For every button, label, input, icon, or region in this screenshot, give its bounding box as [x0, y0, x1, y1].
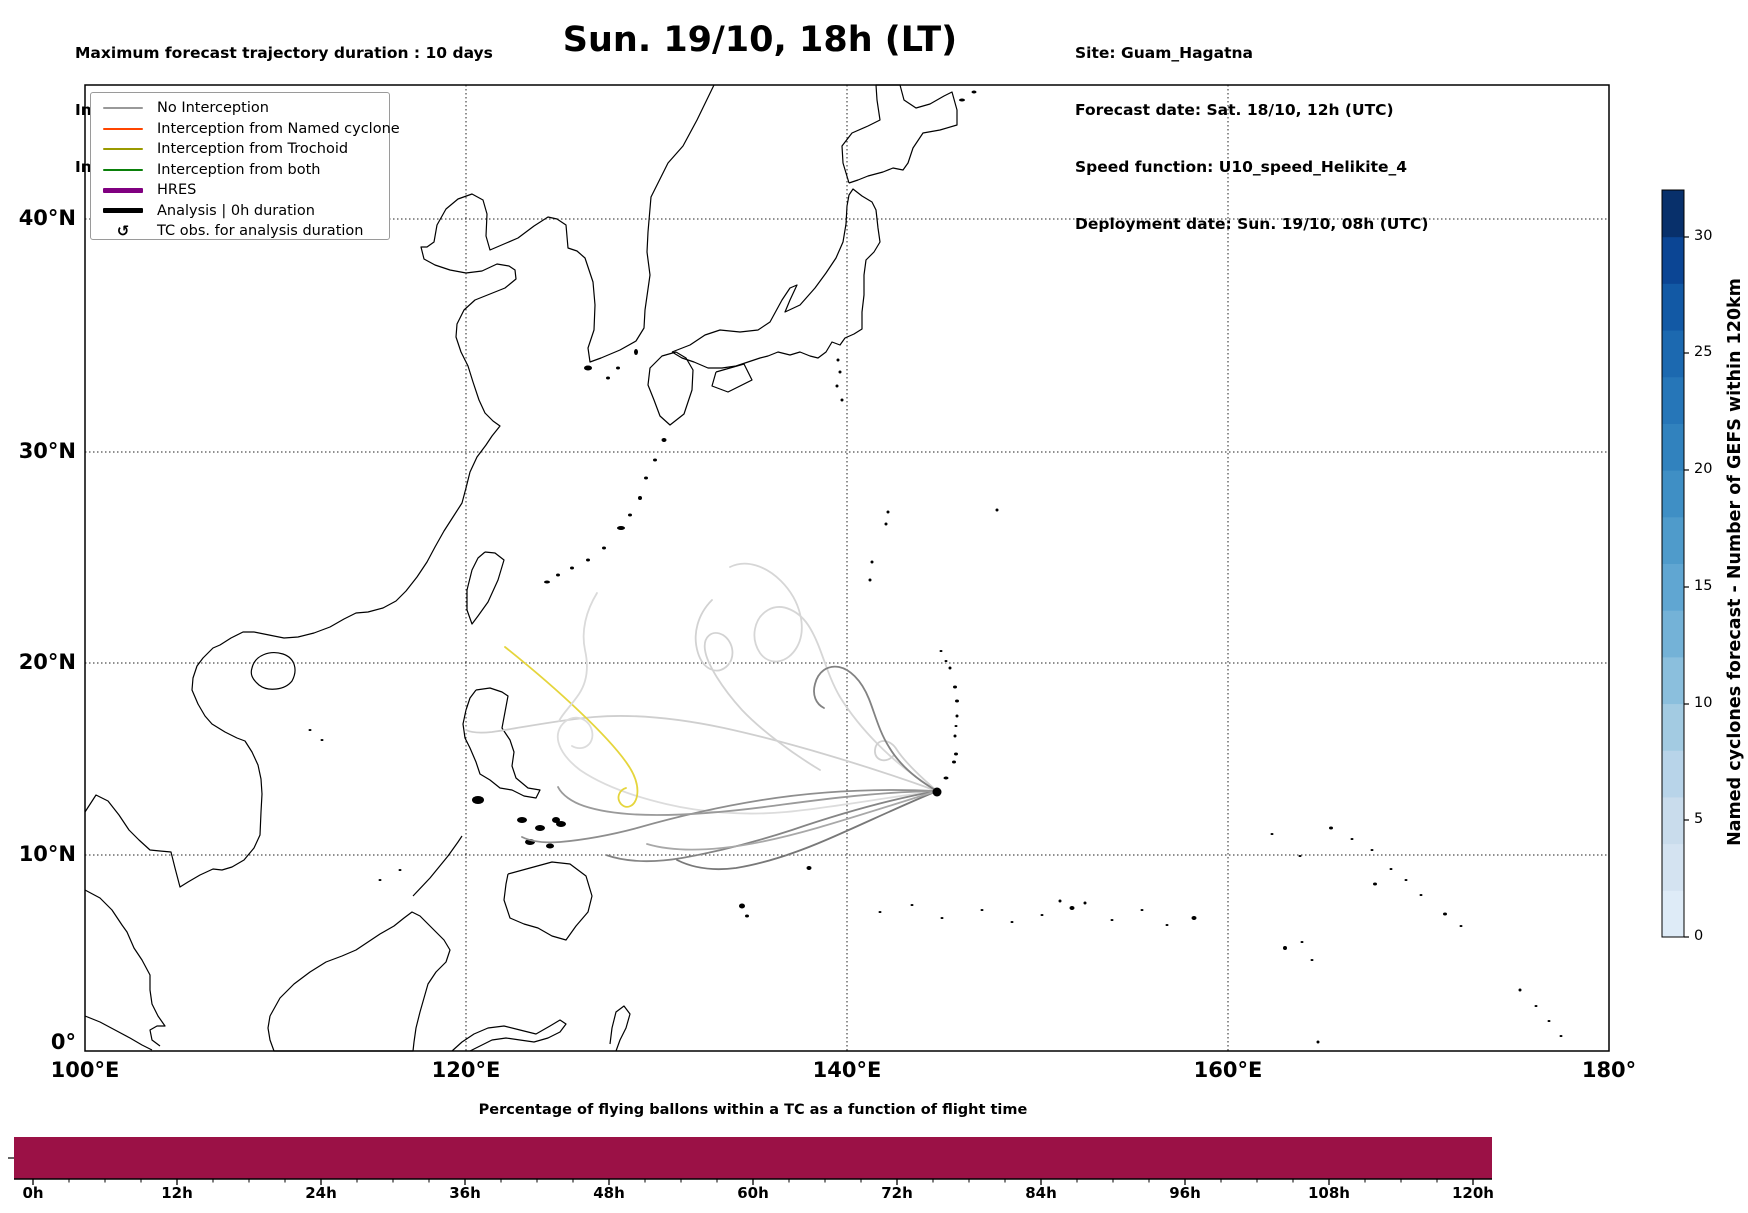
analysis-point: [932, 787, 942, 797]
lon-tick-label: 180°: [1581, 1058, 1637, 1082]
legend-item-both: Interception from both: [91, 160, 389, 181]
legend-label: HRES: [157, 182, 197, 199]
max-duration-text: Maximum forecast trajectory duration : 1…: [75, 44, 493, 62]
flight-time-tick-label: 24h: [305, 1184, 337, 1202]
map-border: [84, 84, 1610, 1052]
legend-item-hres: HRES: [91, 180, 389, 201]
colorbar-tick-label: 0: [1694, 928, 1704, 944]
black-thick-line-sample: [103, 208, 143, 214]
purple-thick-line-sample: [103, 187, 143, 193]
flight-time-tick-label: 96h: [1169, 1184, 1201, 1202]
flight-time-tick-label: 120h: [1452, 1184, 1494, 1202]
flight-time-tick-label: 0h: [22, 1184, 44, 1202]
legend-label: Interception from Trochoid: [157, 141, 349, 158]
deployment-date-text: Deployment date: Sun. 19/10, 08h (UTC): [1075, 215, 1429, 233]
page-title: Sun. 19/10, 18h (LT): [562, 20, 958, 60]
colorbar-tick-label: 30: [1694, 228, 1713, 244]
lat-tick-label: 10°N: [18, 842, 76, 866]
colorbar-graphics: [1661, 189, 1689, 938]
lat-tick-label: 20°N: [18, 650, 76, 674]
lon-tick-label: 100°E: [50, 1058, 120, 1082]
gray-line-sample: [103, 107, 143, 110]
bottom-chart-title: Percentage of flying ballons within a TC…: [478, 1102, 1028, 1118]
legend-label: Interception from both: [157, 161, 321, 178]
lat-tick-label: 30°N: [18, 439, 76, 463]
colorbar-tick-label: 5: [1694, 811, 1704, 827]
flight-time-tick-label: 108h: [1308, 1184, 1350, 1202]
flight-time-tick-label: 60h: [737, 1184, 769, 1202]
colorbar-tick-label: 15: [1694, 578, 1713, 594]
orangered-line-sample: [103, 127, 143, 130]
flight-time-tick-label: 48h: [593, 1184, 625, 1202]
bottom-bar-chart-graphics: [8, 1137, 1492, 1185]
colorbar-tick-label: 10: [1694, 695, 1713, 711]
lon-tick-label: 160°E: [1193, 1058, 1263, 1082]
legend-label: No Interception: [157, 100, 269, 117]
legend-item-analysis: Analysis | 0h duration: [91, 201, 389, 222]
flight-time-tick-label: 84h: [1025, 1184, 1057, 1202]
flight-time-tick-label: 12h: [161, 1184, 193, 1202]
lat-tick-label: 0°: [50, 1030, 76, 1054]
legend-label: Interception from Named cyclone: [157, 120, 400, 137]
flight-time-tick-label: 72h: [881, 1184, 913, 1202]
colorbar-axis-label: Named cyclones forecast - Number of GEFS…: [1725, 278, 1745, 846]
island-dots: [308, 90, 1563, 1044]
colorbar-tick-label: 25: [1694, 344, 1713, 360]
legend-label: Analysis | 0h duration: [157, 202, 315, 219]
colorbar-tick-label: 20: [1694, 461, 1713, 477]
site-text: Site: Guam_Hagatna: [1075, 44, 1254, 62]
speed-function-text: Speed function: U10_speed_Helikite_4: [1075, 158, 1408, 176]
legend-item-trochoid: Interception from Trochoid: [91, 139, 389, 160]
legend-item-named-cyclone: Interception from Named cyclone: [91, 119, 400, 140]
legend-item-no-interception: No Interception: [91, 98, 389, 119]
lon-tick-label: 120°E: [431, 1058, 501, 1082]
forecast-date-text: Forecast date: Sat. 18/10, 12h (UTC): [1075, 101, 1394, 119]
trajectory-lines: [465, 562, 938, 871]
cyclone-obs-icon: ↺: [116, 221, 130, 240]
map-gridlines: [85, 85, 1609, 1051]
lon-tick-label: 140°E: [812, 1058, 882, 1082]
olive-line-sample: [103, 148, 143, 151]
flight-time-tick-label: 36h: [449, 1184, 481, 1202]
lat-tick-label: 40°N: [18, 206, 76, 230]
header-right-block: Site: Guam_Hagatna Forecast date: Sat. 1…: [1075, 6, 1428, 272]
coastlines: [84, 84, 958, 1052]
legend-label: TC obs. for analysis duration: [157, 223, 364, 240]
legend-box: No Interception Interception from Named …: [90, 92, 400, 242]
legend-item-tc-obs: ↺ TC obs. for analysis duration: [91, 221, 389, 242]
green-line-sample: [103, 168, 143, 171]
